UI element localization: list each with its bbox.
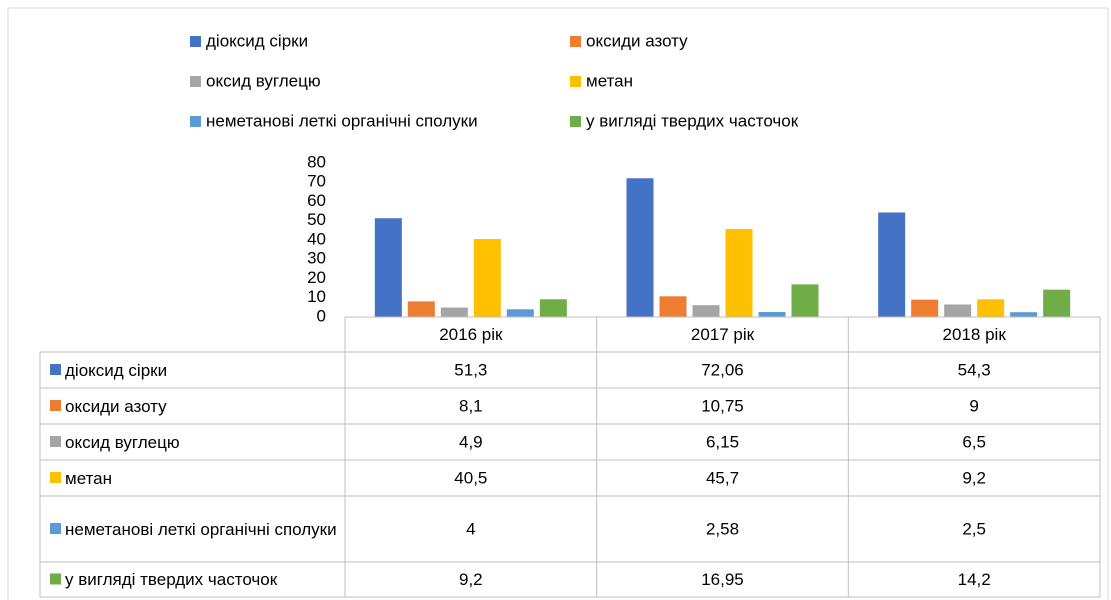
legend-label: оксид вуглецю — [206, 71, 321, 90]
row-label-box: оксиди азоту — [65, 388, 340, 424]
bar — [506, 309, 534, 317]
row-label-text: у вигляді твердих часточок — [65, 570, 278, 589]
bar — [374, 218, 402, 317]
bar — [944, 304, 972, 317]
bar — [1010, 312, 1038, 317]
legend-swatch — [190, 116, 201, 127]
table-value: 16,95 — [701, 570, 744, 589]
bar — [692, 305, 720, 317]
legend-swatch — [570, 76, 581, 87]
legend-key — [50, 573, 61, 585]
row-label-text: оксиди азоту — [65, 396, 167, 416]
bar — [407, 301, 435, 317]
x-tick-label: 2018 рік — [943, 325, 1007, 344]
legend-key — [50, 400, 61, 411]
legend-key — [50, 472, 61, 483]
chart-border — [7, 7, 1109, 600]
table-value: 45,7 — [706, 468, 739, 487]
row-label-text: неметанові леткі органічні сполуки — [65, 519, 337, 539]
row-label: оксиди азоту — [65, 388, 340, 424]
row-label-box: діоксид сірки — [65, 352, 340, 388]
legend-swatch — [570, 116, 581, 127]
row-label-box: метан — [65, 460, 340, 496]
bar — [539, 299, 567, 317]
table-value: 4,9 — [459, 432, 483, 451]
table-value: 6,5 — [962, 432, 986, 451]
row-label-text: оксид вуглецю — [65, 432, 180, 452]
legend-label: неметанові леткі органічні сполуки — [206, 111, 478, 130]
row-label-text: метан — [65, 468, 113, 488]
table-value: 40,5 — [454, 468, 487, 487]
table-value: 54,3 — [958, 360, 991, 379]
row-label: метан — [65, 460, 340, 496]
y-tick-label: 0 — [317, 306, 326, 325]
table-value: 9,2 — [962, 468, 986, 487]
bar — [878, 212, 906, 317]
row-label: у вигляді твердих часточок — [65, 562, 340, 597]
table-value: 72,06 — [701, 360, 744, 379]
legend-swatch — [190, 76, 201, 87]
y-tick-label: 30 — [307, 249, 326, 268]
bar — [626, 178, 654, 317]
table-value: 2,5 — [962, 519, 986, 538]
table-value: 9,2 — [459, 570, 483, 589]
bar — [758, 312, 786, 317]
y-tick-label: 50 — [307, 210, 326, 229]
bar — [659, 296, 687, 317]
bar — [440, 307, 468, 317]
table-value: 9 — [969, 396, 978, 415]
row-label-box: неметанові леткі органічні сполуки — [65, 496, 340, 562]
row-label: оксид вуглецю — [65, 424, 340, 460]
table-value: 10,75 — [701, 396, 744, 415]
table-value: 4 — [466, 519, 475, 538]
legend-label: діоксид сірки — [206, 31, 308, 50]
legend-key — [50, 436, 61, 447]
table-value: 6,15 — [706, 432, 739, 451]
bar — [977, 299, 1005, 317]
y-tick-label: 20 — [307, 268, 326, 287]
bar — [911, 299, 939, 317]
table-value: 2,58 — [706, 519, 739, 538]
y-tick-label: 40 — [307, 229, 326, 248]
row-label: неметанові леткі органічні сполуки — [65, 496, 340, 562]
bar — [791, 284, 819, 317]
row-label: діоксид сірки — [65, 352, 340, 388]
table-value: 8,1 — [459, 396, 483, 415]
legend-label: у вигляді твердих часточок — [586, 111, 799, 130]
y-tick-label: 70 — [307, 172, 326, 191]
row-label-box: оксид вуглецю — [65, 424, 340, 460]
bar — [725, 229, 753, 317]
legend-label: оксиди азоту — [586, 31, 688, 50]
y-tick-label: 10 — [307, 287, 326, 306]
bar — [473, 239, 501, 317]
row-label-text: діоксид сірки — [65, 360, 168, 380]
legend-key — [50, 364, 61, 375]
table-value: 14,2 — [958, 570, 991, 589]
legend-label: метан — [586, 71, 633, 90]
y-tick-label: 80 — [307, 152, 326, 171]
bar — [1043, 289, 1071, 317]
x-tick-label: 2017 рік — [691, 325, 755, 344]
legend-swatch — [190, 36, 201, 47]
x-tick-label: 2016 рік — [439, 325, 503, 344]
legend-swatch — [570, 36, 581, 47]
y-tick-label: 60 — [307, 191, 326, 210]
table-value: 51,3 — [454, 360, 487, 379]
row-label-box: у вигляді твердих часточок — [65, 562, 340, 597]
legend-key — [50, 523, 61, 534]
